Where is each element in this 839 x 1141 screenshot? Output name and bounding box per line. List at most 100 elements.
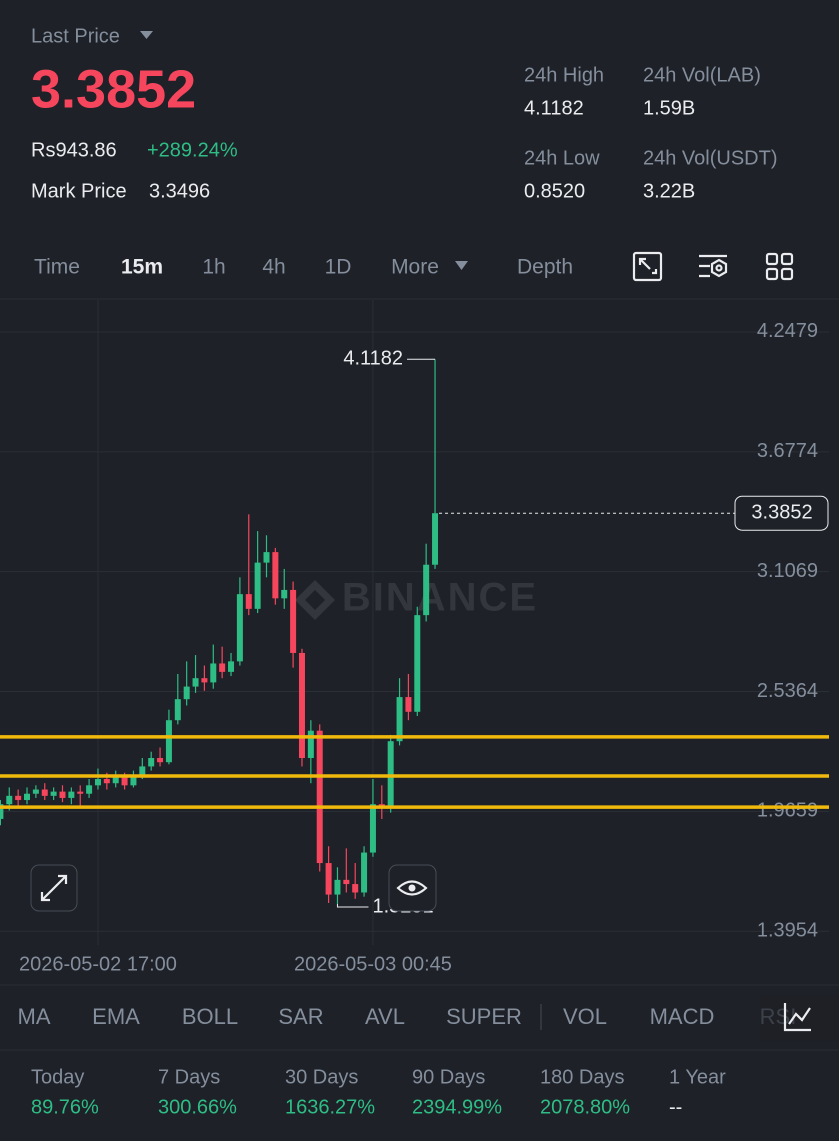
- candle-body: [263, 552, 270, 563]
- last-price-box: [734, 495, 829, 531]
- candle-body: [94, 779, 101, 786]
- performance-label: 1 Year: [669, 1066, 726, 1088]
- candle-body: [281, 589, 288, 599]
- last-price-label: 3.3852: [751, 501, 812, 523]
- indicator-tab[interactable]: MACD: [650, 1004, 715, 1029]
- last-price-label[interactable]: Last Price: [31, 25, 120, 47]
- interval-tab[interactable]: Time: [34, 256, 80, 279]
- candle-body: [352, 884, 359, 893]
- interval-tab[interactable]: More: [391, 256, 439, 279]
- low-marker: [336, 904, 369, 908]
- candle-body: [201, 678, 208, 683]
- candle-body: [165, 720, 172, 763]
- candle-body: [405, 697, 412, 712]
- candle-body: [86, 785, 93, 794]
- candle-body: [219, 663, 226, 672]
- candle-body: [50, 791, 57, 796]
- price: 3.3852: [31, 59, 196, 119]
- stat-label: 24h High: [524, 64, 604, 86]
- x-tick-label: 2026-05-02 17:00: [19, 953, 177, 975]
- candle-body: [396, 697, 403, 742]
- y-tick-label: 1.9659: [757, 800, 818, 822]
- performance-label: 7 Days: [158, 1066, 220, 1088]
- candle-body: [414, 615, 421, 712]
- candle-body: [228, 661, 235, 672]
- interval-tab[interactable]: 15m: [121, 256, 163, 279]
- candle-body: [59, 791, 66, 798]
- interval-tab[interactable]: 1D: [325, 256, 352, 279]
- interval-tab[interactable]: 1h: [202, 256, 225, 279]
- performance-label: 30 Days: [285, 1066, 358, 1088]
- candle-body: [272, 552, 279, 599]
- candle-body: [121, 776, 128, 786]
- indicator-tab[interactable]: VOL: [563, 1004, 607, 1029]
- performance-label: 180 Days: [540, 1066, 625, 1088]
- indicator-tab[interactable]: BOLL: [182, 1004, 238, 1029]
- high-label: 4.1182: [343, 347, 403, 369]
- visibility-button[interactable]: [388, 864, 437, 912]
- candle-body: [192, 678, 199, 687]
- candle-body: [423, 564, 430, 616]
- layout-icon[interactable]: [765, 252, 794, 281]
- indicator-tab[interactable]: AVL: [365, 1004, 405, 1029]
- candle-body: [24, 793, 31, 801]
- performance-label: Today: [31, 1066, 84, 1088]
- stat-label: 24h Vol(LAB): [643, 64, 761, 86]
- candle-body: [325, 863, 332, 895]
- stat-label: 24h Vol(USDT): [643, 147, 778, 169]
- candle-body: [361, 852, 368, 893]
- interval-tab[interactable]: Depth: [517, 256, 573, 279]
- candle-body: [334, 879, 341, 895]
- fiat-price: Rs943.86: [31, 139, 117, 161]
- watermark: BINANCE: [342, 576, 538, 620]
- stat-value: 3.22B: [643, 180, 695, 202]
- more-arrow[interactable]: [455, 261, 468, 270]
- candle-body: [157, 758, 164, 763]
- candle-body: [41, 789, 48, 796]
- mark-price-label: Mark Price: [31, 180, 127, 202]
- indicator-tab[interactable]: EMA: [92, 1004, 140, 1029]
- y-tick-label: 2.5364: [757, 680, 818, 702]
- candle-body: [432, 513, 439, 565]
- fullscreen-icon[interactable]: [632, 251, 663, 282]
- candle-body: [183, 686, 190, 700]
- settings-icon[interactable]: [699, 254, 728, 278]
- performance-value: 2078.80%: [540, 1096, 630, 1118]
- candle-body: [290, 589, 297, 653]
- indicator-tab[interactable]: SAR: [278, 1004, 323, 1029]
- candle-body: [32, 789, 39, 794]
- dropdown-arrow[interactable]: [140, 31, 153, 39]
- candle-body: [254, 562, 261, 609]
- toolbar-icons: [632, 251, 794, 282]
- interval-tab[interactable]: 4h: [262, 256, 285, 279]
- stat-value: 4.1182: [524, 97, 584, 119]
- indicator-tab[interactable]: SUPER: [446, 1004, 522, 1029]
- watermark-logo: [295, 580, 335, 620]
- y-tick-label: 3.1069: [757, 560, 818, 582]
- performance-value: --: [669, 1096, 682, 1118]
- x-tick-label: 2026-05-03 00:45: [294, 953, 452, 975]
- candle-body: [245, 594, 252, 609]
- candle-body: [0, 804, 4, 819]
- indicator-tab[interactable]: MA: [18, 1004, 51, 1029]
- candle-body: [369, 804, 376, 853]
- candle-body: [6, 795, 13, 805]
- stat-value: 1.59B: [643, 97, 695, 119]
- performance-value: 1636.27%: [285, 1096, 375, 1118]
- stat-value: 0.8520: [524, 180, 585, 202]
- indicator-settings-icon[interactable]: [783, 1003, 811, 1032]
- mark-price: 3.3496: [149, 180, 210, 202]
- performance-value: 89.76%: [31, 1096, 99, 1118]
- candle-body: [15, 795, 22, 801]
- candle-body: [343, 879, 350, 885]
- candle-body: [174, 699, 181, 721]
- performance-value: 300.66%: [158, 1096, 237, 1118]
- candle-body: [103, 779, 110, 784]
- candle-body: [148, 758, 155, 767]
- candle-body: [236, 594, 243, 662]
- candle-body: [316, 730, 323, 864]
- y-tick-label: 3.6774: [757, 440, 818, 462]
- candle-body: [130, 774, 137, 786]
- candle-body: [112, 776, 119, 784]
- expand-button[interactable]: [30, 864, 78, 912]
